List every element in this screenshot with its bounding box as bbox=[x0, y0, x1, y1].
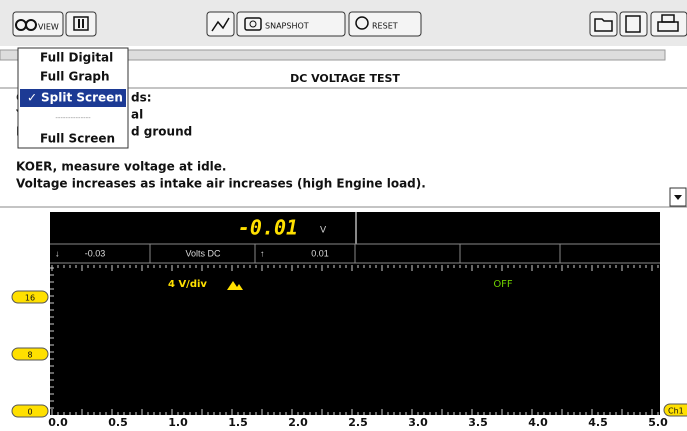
menu-item[interactable]: ✓ Split Screen bbox=[20, 89, 126, 107]
mode: Volts DC bbox=[185, 248, 221, 258]
pill bbox=[11, 347, 49, 361]
menu-label: Full Graph bbox=[40, 70, 110, 84]
snapshot-button[interactable]: SNAPSHOT bbox=[236, 11, 346, 37]
view-menu: Full Digital Full Graph✓ Split Screen Full … bbox=[17, 47, 129, 149]
y-marker-label: 16 bbox=[25, 294, 35, 303]
print-button[interactable] bbox=[619, 11, 648, 37]
check: ✓ bbox=[27, 91, 37, 105]
text-fragment: ds: bbox=[131, 91, 152, 105]
x-label: 2.5 bbox=[348, 416, 368, 429]
pill bbox=[11, 290, 49, 304]
y-marker[interactable]: 8 bbox=[11, 347, 49, 361]
min-value: -0.03 bbox=[85, 248, 106, 258]
test-title: DC VOLTAGE TEST bbox=[290, 72, 400, 85]
pill bbox=[663, 403, 687, 417]
y-marker[interactable]: 16 bbox=[11, 290, 49, 304]
x-label: 2.0 bbox=[288, 416, 308, 429]
graph-ticks bbox=[50, 265, 659, 415]
menu-item[interactable]: Full Graph bbox=[40, 70, 110, 84]
menu-label: Full Screen bbox=[40, 132, 115, 146]
y-marker-label: 0 bbox=[27, 408, 32, 417]
pill bbox=[11, 404, 49, 418]
cell-divider bbox=[355, 212, 357, 244]
x-label: 5.0 bbox=[648, 416, 668, 429]
menu-item[interactable]: Full Screen bbox=[40, 132, 115, 146]
unit: V bbox=[320, 226, 327, 236]
text-fragment: d ground bbox=[131, 125, 192, 139]
graph-button[interactable] bbox=[206, 11, 235, 37]
menu-label: Full Digital bbox=[40, 51, 113, 65]
printer-button[interactable] bbox=[650, 11, 687, 37]
x-label: 0.5 bbox=[108, 416, 128, 429]
channel-label: Ch1 bbox=[668, 407, 684, 416]
x-label: 4.5 bbox=[588, 416, 608, 429]
scale: 4 V/div bbox=[168, 279, 207, 290]
x-label: 3.0 bbox=[408, 416, 428, 429]
reading: -0.01 bbox=[238, 216, 298, 240]
x-label: 1.0 bbox=[168, 416, 188, 429]
scale-icon[interactable] bbox=[227, 281, 243, 290]
y-marker-label: 8 bbox=[27, 351, 32, 360]
folder-button[interactable] bbox=[589, 11, 618, 37]
menu-highlight bbox=[20, 89, 126, 107]
view-button[interactable]: VIEW bbox=[12, 11, 64, 37]
y-marker[interactable]: 0 bbox=[11, 404, 49, 418]
max-arrow: ↑ bbox=[260, 248, 265, 258]
trigger: OFF bbox=[493, 279, 513, 290]
menu-label: Split Screen bbox=[41, 91, 123, 105]
x-label: 3.5 bbox=[468, 416, 488, 429]
menu-item[interactable]: Full Digital bbox=[40, 51, 113, 65]
reset-button[interactable]: RESET bbox=[348, 11, 422, 37]
channel-marker[interactable]: Ch1 bbox=[663, 403, 687, 417]
x-label: 4.0 bbox=[528, 416, 548, 429]
x-label: 0.0 bbox=[48, 416, 68, 429]
pause-button[interactable] bbox=[65, 11, 97, 37]
text-line: KOER, measure voltage at idle. bbox=[16, 160, 226, 174]
reset-label: RESET bbox=[372, 22, 398, 31]
divider-bar bbox=[0, 49, 666, 61]
scroll-arrow[interactable] bbox=[669, 187, 687, 207]
menu-separator: -------------- bbox=[55, 114, 91, 122]
text-fragment: al bbox=[131, 108, 143, 122]
min-arrow: ↓ bbox=[55, 248, 60, 258]
x-label: 1.5 bbox=[228, 416, 248, 429]
max-value: 0.01 bbox=[311, 248, 329, 258]
view-label: VIEW bbox=[38, 23, 59, 32]
text-line: Voltage increases as intake air increase… bbox=[16, 177, 426, 191]
snapshot-label: SNAPSHOT bbox=[265, 22, 309, 31]
